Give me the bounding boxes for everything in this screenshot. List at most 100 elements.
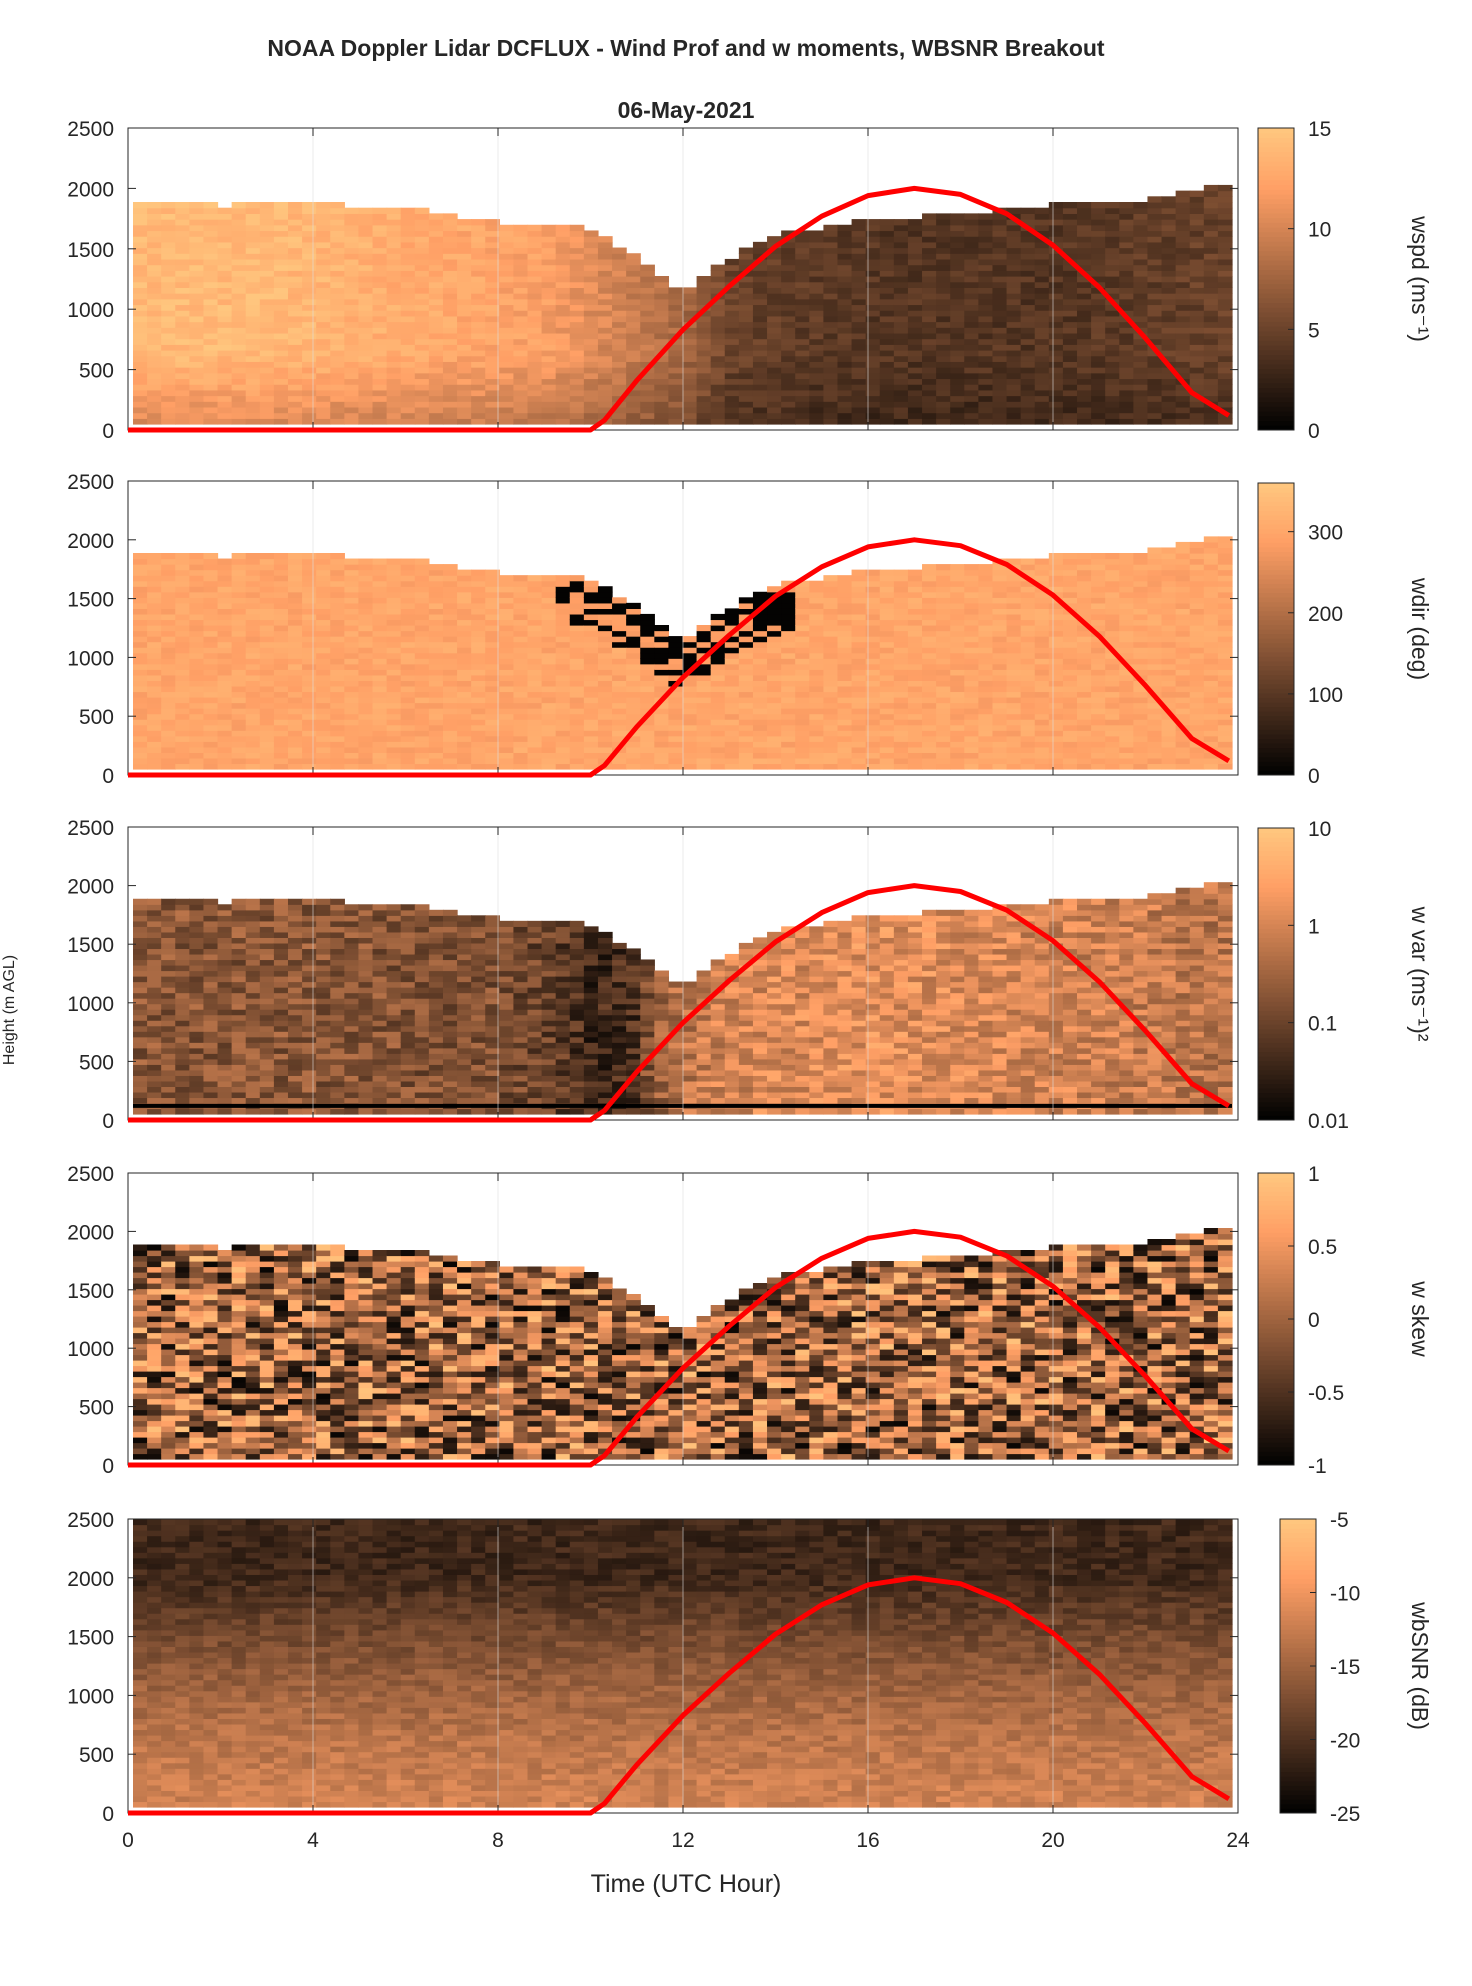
heatmap-cell (640, 406, 655, 414)
heatmap-cell (259, 367, 275, 374)
heatmap-cell (287, 647, 303, 654)
heatmap-cell (245, 597, 261, 604)
heatmap-cell (738, 757, 754, 765)
heatmap-cell (1105, 258, 1120, 266)
heatmap-cell (710, 304, 726, 311)
heatmap-cell (442, 691, 458, 698)
heatmap-cell (302, 663, 317, 670)
heatmap-cell (907, 575, 923, 582)
heatmap-cell (555, 264, 571, 271)
heatmap-cell (893, 569, 909, 576)
heatmap-cell (795, 763, 810, 770)
heatmap-cell (865, 746, 881, 753)
heatmap-cell (964, 270, 979, 277)
heatmap-cell (569, 338, 585, 345)
heatmap-cell (893, 735, 909, 742)
heatmap-cell (499, 724, 515, 731)
heatmap-cell (781, 652, 796, 659)
heatmap-cell (978, 219, 994, 226)
heatmap-cell (724, 264, 740, 271)
heatmap-cell (414, 327, 430, 334)
heatmap-cell (133, 281, 148, 288)
heatmap-cell (555, 281, 571, 288)
heatmap-cell (485, 389, 500, 397)
heatmap-cell (541, 276, 557, 283)
heatmap-cell (922, 378, 937, 385)
heatmap-cell (851, 310, 867, 317)
heatmap-cell (936, 412, 951, 419)
heatmap-cell (273, 625, 289, 632)
heatmap-cell (133, 236, 148, 243)
heatmap-cell (203, 724, 219, 731)
heatmap-cell (879, 389, 895, 397)
heatmap-cell (372, 281, 388, 288)
heatmap-cell (287, 344, 303, 351)
heatmap-cell (696, 401, 712, 408)
heatmap-cell (1133, 258, 1149, 266)
heatmap-cell (1189, 281, 1205, 288)
heatmap-cell (893, 389, 909, 397)
heatmap-cell (273, 310, 289, 317)
heatmap-cell (287, 270, 303, 277)
heatmap-cell (893, 395, 909, 402)
heatmap-cell (330, 258, 345, 266)
heatmap-cell (1006, 350, 1022, 357)
heatmap-cell (189, 276, 205, 283)
heatmap-cell (879, 287, 895, 294)
heatmap-cell (1189, 350, 1205, 357)
heatmap-cell (795, 708, 810, 715)
heatmap-cell (189, 708, 205, 715)
heatmap-cell (499, 253, 515, 260)
heatmap-cell (922, 219, 937, 226)
heatmap-cell (372, 680, 388, 687)
heatmap-cell (752, 613, 768, 621)
heatmap-cell (189, 719, 205, 726)
heatmap-cell (133, 586, 148, 593)
heatmap-cell (287, 757, 303, 765)
heatmap-cell (738, 641, 754, 648)
heatmap-cell (499, 247, 515, 254)
heatmap-cell (1048, 230, 1064, 237)
heatmap-cell (1217, 315, 1233, 323)
heatmap-cell (457, 247, 472, 254)
heatmap-cell (851, 630, 867, 637)
heatmap-cell (161, 558, 176, 565)
heatmap-cell (133, 652, 148, 659)
heatmap-cell (302, 680, 317, 687)
heatmap-cell (823, 674, 839, 681)
heatmap-cell (1133, 293, 1149, 300)
heatmap-cell (752, 625, 768, 632)
heatmap-cell (767, 258, 782, 266)
colorbar-swatch (1258, 227, 1294, 233)
heatmap-cell (1133, 350, 1149, 357)
heatmap-cell (1091, 395, 1106, 402)
heatmap-cell (597, 304, 613, 311)
heatmap-cell (738, 685, 754, 693)
colorbar-swatch (1258, 354, 1294, 360)
heatmap-cell (936, 647, 951, 654)
heatmap-cell (287, 395, 303, 402)
heatmap-cell (668, 763, 684, 770)
heatmap-cell (1091, 355, 1106, 362)
heatmap-cell (358, 580, 374, 587)
heatmap-cell (302, 597, 317, 604)
heatmap-cell (259, 730, 275, 737)
heatmap-cell (442, 247, 458, 254)
heatmap-cell (1161, 350, 1177, 357)
heatmap-cell (1020, 310, 1036, 317)
heatmap-cell (710, 730, 726, 737)
heatmap-cell (583, 332, 599, 340)
heatmap-cell (414, 697, 430, 704)
heatmap-cell (907, 569, 923, 576)
heatmap-cell (1020, 401, 1036, 408)
heatmap-cell (471, 355, 486, 362)
heatmap-cell (865, 636, 881, 643)
heatmap-cell (485, 378, 500, 385)
heatmap-cell (372, 332, 388, 340)
heatmap-cell (161, 293, 176, 300)
heatmap-cell (936, 674, 951, 681)
heatmap-cell (710, 344, 726, 351)
heatmap-cell (344, 344, 360, 351)
heatmap-cell (259, 219, 275, 226)
heatmap-cell (1077, 372, 1092, 380)
